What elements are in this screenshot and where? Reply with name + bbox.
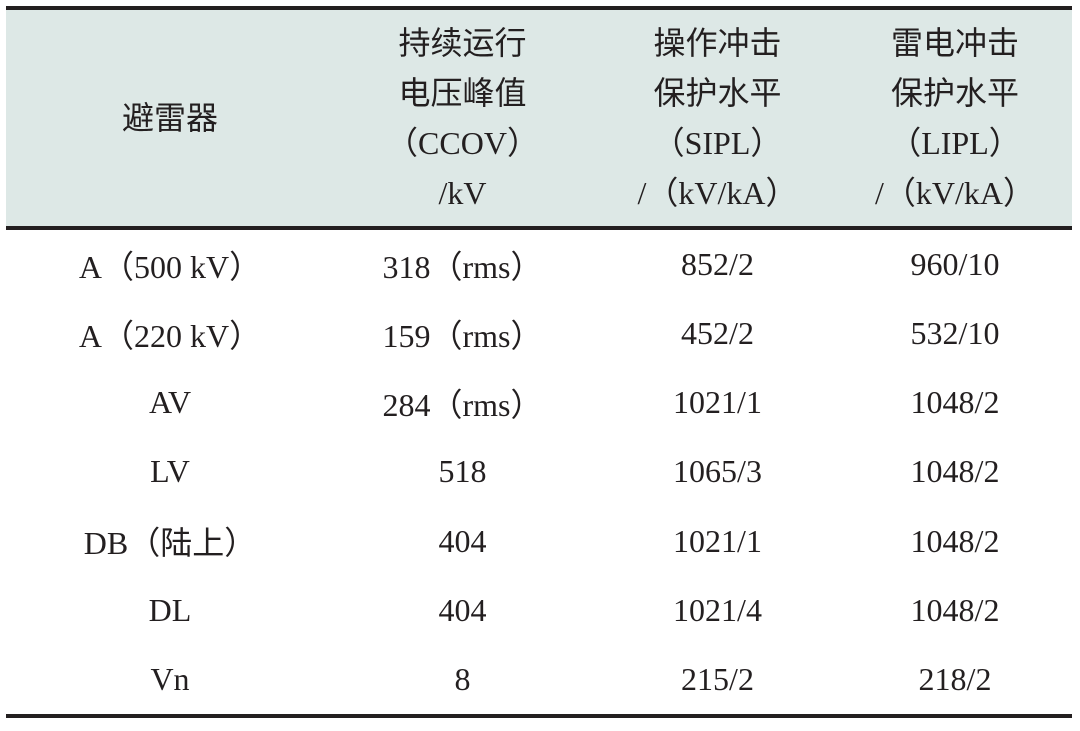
table-cell: 318（rms） (382, 248, 543, 285)
header-text: /（kV/kA） (637, 175, 798, 211)
bottom-rule (6, 714, 1072, 718)
table-cell: LV (150, 453, 190, 490)
header-text: 保护水平 (653, 75, 782, 111)
table-cell: 1048/2 (910, 522, 1000, 559)
table-cell: A（500 kV） (78, 248, 262, 285)
table-cell: 532/10 (910, 315, 1000, 352)
table-cell: 1021/1 (673, 522, 762, 559)
header-rule (6, 226, 1072, 230)
top-rule (6, 6, 1072, 10)
header-text: 雷电冲击 (890, 25, 1019, 61)
header-text: /kV (438, 175, 487, 211)
table-cell: 960/10 (910, 246, 1000, 283)
header-text: 持续运行 (398, 25, 527, 61)
header-text: 操作冲击 (653, 25, 782, 61)
header-text: （SIPL） (652, 125, 783, 161)
header-text: /（kV/kA） (874, 175, 1035, 211)
table-cell: 215/2 (681, 660, 754, 697)
table-cell: 518 (438, 453, 487, 490)
header-background (6, 8, 1072, 228)
table-cell: 1048/2 (910, 453, 1000, 490)
table-cell: A（220 kV） (78, 317, 262, 354)
table-cell: 1021/1 (673, 384, 762, 421)
header-cell: 持续运行电压峰值 （CCOV） /kV (330, 8, 595, 228)
table-cell: 8 (454, 660, 471, 697)
table-cell: 218/2 (918, 660, 992, 697)
header-cell: 雷电冲击保护水平 （LIPL） /（kV/kA） (840, 8, 1070, 228)
table-cell: 159（rms） (382, 317, 543, 354)
table-cell: 404 (438, 591, 487, 628)
header-text: 保护水平 (890, 75, 1019, 111)
table-cell: 852/2 (681, 246, 754, 283)
table-cell: Vn (150, 660, 190, 697)
header-text: （CCOV） (386, 125, 539, 161)
header-cell: 避雷器 (10, 8, 330, 228)
header-text: （LIPL） (889, 125, 1021, 161)
header-cell: 操作冲击保护水平 （SIPL） /（kV/kA） (595, 8, 840, 228)
table-cell: 1021/4 (673, 591, 762, 628)
table-cell: 1048/2 (910, 591, 1000, 628)
table-cell: 404 (438, 522, 487, 559)
table-cell: DB（陆上） (83, 525, 257, 562)
table-cell: 1048/2 (910, 384, 1000, 421)
table-cell: 284（rms） (382, 386, 543, 423)
table-cell: AV (148, 384, 192, 421)
table-cell: 452/2 (681, 315, 754, 352)
table-cell: 1065/3 (673, 453, 762, 490)
header-text: 避雷器 (121, 100, 218, 136)
header-text: 电压峰值 (398, 75, 527, 111)
table-cell: DL (148, 591, 192, 628)
